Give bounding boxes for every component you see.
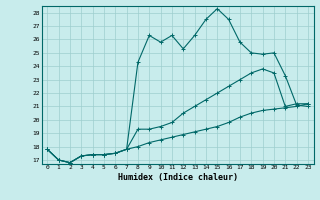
X-axis label: Humidex (Indice chaleur): Humidex (Indice chaleur) bbox=[118, 173, 237, 182]
